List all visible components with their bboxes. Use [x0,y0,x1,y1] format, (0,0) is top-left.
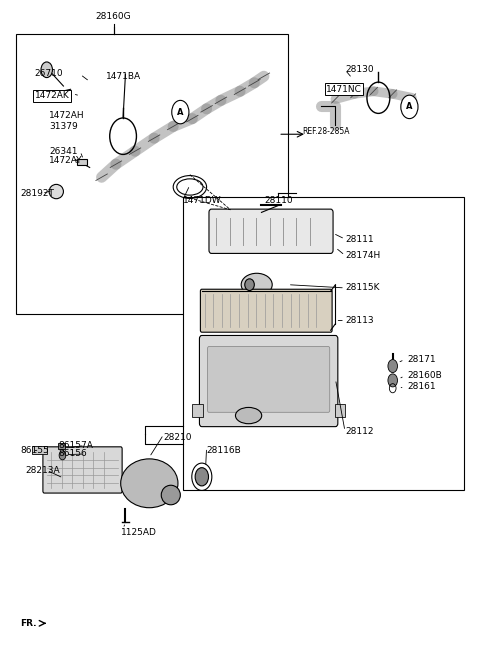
Bar [16,34,288,314]
Text: 1471NC: 1471NC [326,85,362,94]
FancyBboxPatch shape [200,289,332,332]
Text: 28213A: 28213A [25,466,60,475]
Bar [77,159,87,165]
Text: 28116B: 28116B [206,446,241,455]
Text: 28115K: 28115K [345,283,380,292]
Text: 26341: 26341 [49,146,78,156]
Circle shape [388,374,397,387]
Text: 86157A: 86157A [59,441,94,450]
FancyBboxPatch shape [199,336,338,426]
Circle shape [401,95,418,118]
Bar [336,404,345,417]
Ellipse shape [161,485,180,505]
FancyBboxPatch shape [43,447,122,493]
Circle shape [59,451,66,460]
FancyBboxPatch shape [207,347,330,412]
Text: 28171: 28171 [407,355,436,364]
Bar [183,197,464,490]
Text: 1472AK: 1472AK [35,92,70,100]
Circle shape [388,360,397,373]
Bar [58,443,65,449]
Ellipse shape [120,459,178,508]
Bar [33,446,47,454]
Text: 1471BA: 1471BA [107,72,142,81]
Text: 28160B: 28160B [407,371,442,381]
Circle shape [41,62,52,78]
Text: A: A [406,103,413,111]
Text: 28192T: 28192T [21,189,54,198]
Text: 28112: 28112 [345,426,373,436]
Text: 1125AD: 1125AD [120,528,156,537]
FancyBboxPatch shape [209,209,333,253]
Ellipse shape [241,273,272,296]
Text: 28111: 28111 [345,235,373,243]
Text: 28174H: 28174H [345,251,380,260]
Ellipse shape [236,407,262,424]
Text: REF.28-285A: REF.28-285A [302,127,349,136]
Ellipse shape [195,468,208,486]
Ellipse shape [245,279,254,290]
Text: 28110: 28110 [264,196,292,205]
Text: 28160G: 28160G [96,12,132,21]
Text: 28113: 28113 [345,316,373,325]
Text: 1472AH: 1472AH [49,111,85,120]
Bar [192,404,203,417]
Ellipse shape [49,184,63,199]
Text: 28210: 28210 [164,433,192,442]
Text: 28130: 28130 [345,65,373,75]
Text: FR.: FR. [21,619,37,628]
Text: 26710: 26710 [35,69,63,78]
Circle shape [172,100,189,124]
Text: 86156: 86156 [59,449,87,458]
Text: 86155: 86155 [21,446,49,455]
Text: 1472AY: 1472AY [49,156,83,165]
Text: 1471DW: 1471DW [183,196,221,205]
Text: 31379: 31379 [49,122,78,131]
Text: 28161: 28161 [407,383,436,391]
Text: A: A [177,108,183,116]
